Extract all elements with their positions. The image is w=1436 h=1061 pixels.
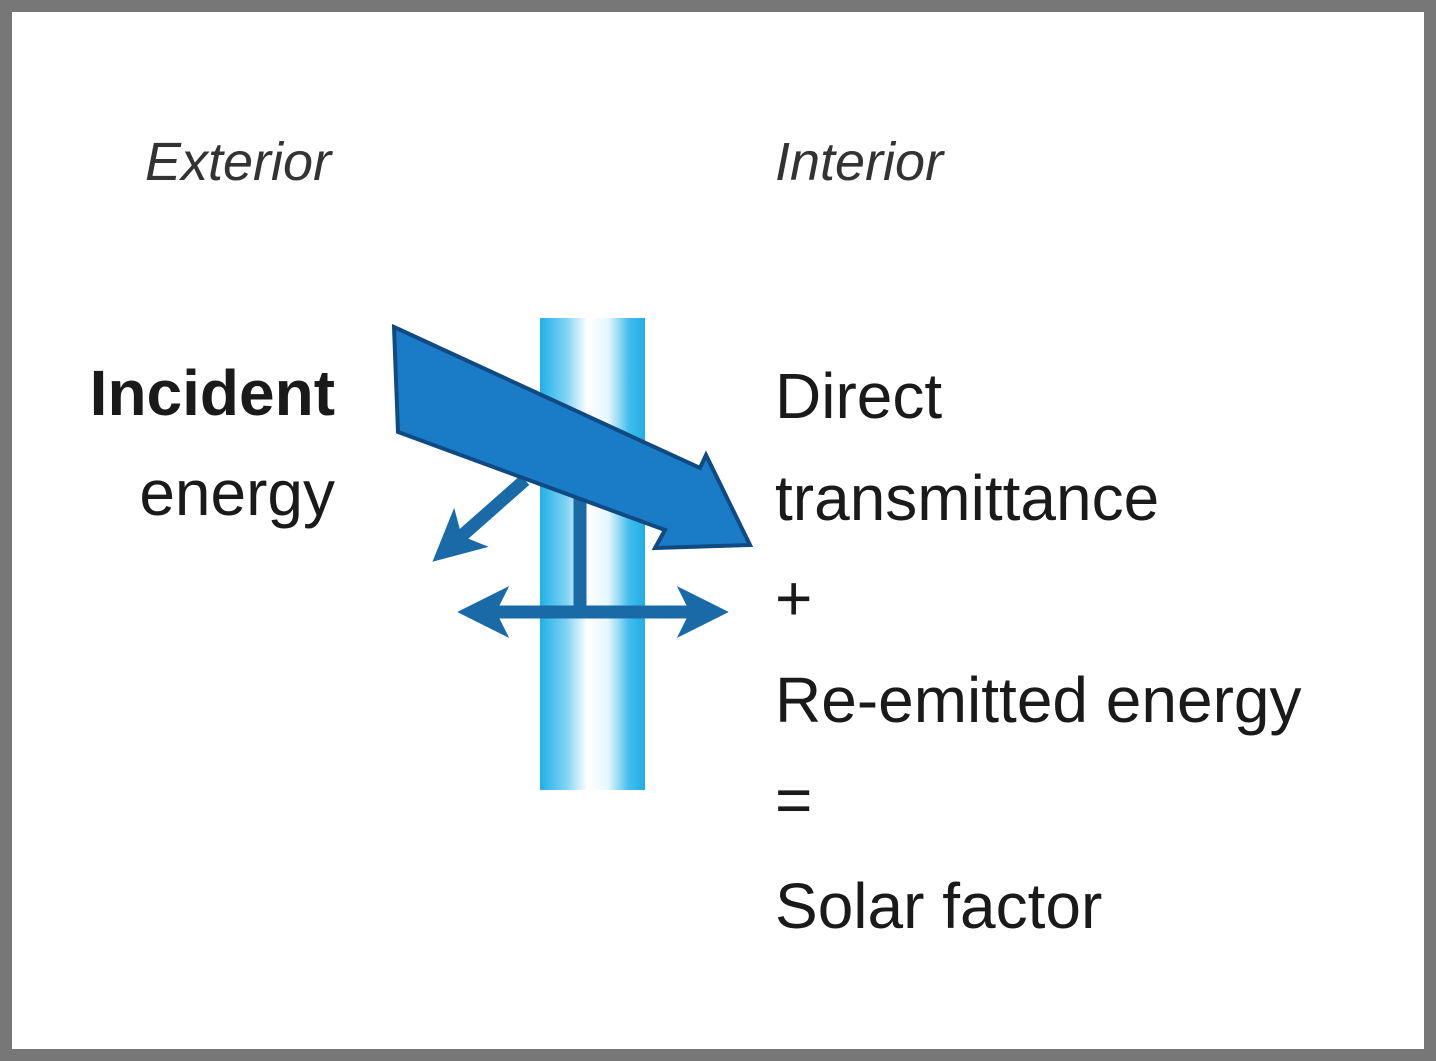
incident-label: energy <box>139 457 335 529</box>
result-line: Direct <box>775 360 942 432</box>
result-line: transmittance <box>775 462 1159 534</box>
exterior-label: Exterior <box>145 132 333 192</box>
arrows <box>432 475 729 638</box>
result-line: Re-emitted energy <box>775 664 1301 736</box>
result-line: + <box>775 562 812 634</box>
result-line: Solar factor <box>775 870 1102 942</box>
glass-pane <box>540 318 645 790</box>
incident-label: Incident <box>90 357 335 429</box>
result-line: = <box>775 764 812 836</box>
interior-label: Interior <box>775 132 945 192</box>
incident-arrow <box>391 323 754 551</box>
